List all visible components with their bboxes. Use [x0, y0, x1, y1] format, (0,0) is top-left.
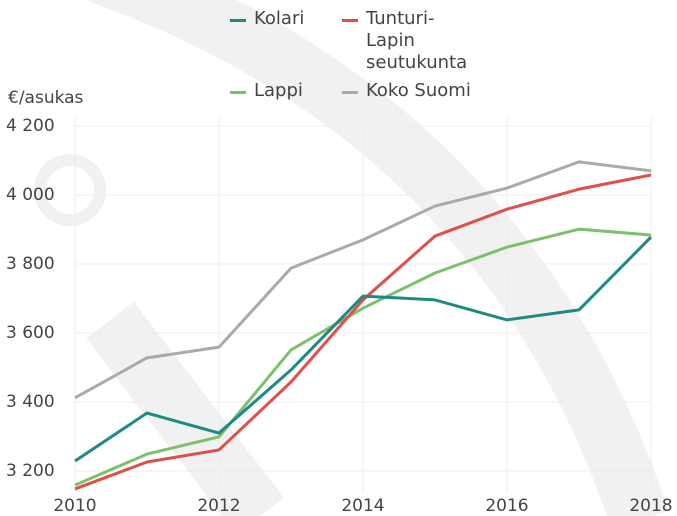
legend: Kolari Tunturi-Lapin seutukunta Lappi Koko …	[230, 8, 492, 102]
y-axis-title: €/asukas	[8, 88, 84, 108]
x-tick-label: 2014	[341, 496, 384, 516]
legend-item: Lappi	[230, 80, 342, 102]
y-tick-label: 4 200	[6, 116, 55, 136]
legend-swatch	[342, 19, 358, 22]
legend-label: Tunturi-Lapin seutukunta	[366, 8, 481, 74]
y-tick-label: 3 400	[6, 392, 55, 412]
decor-dot	[64, 184, 76, 196]
y-tick-label: 3 600	[6, 323, 55, 343]
x-tick-label: 2012	[197, 496, 240, 516]
x-tick-label: 2016	[485, 496, 528, 516]
x-tick-label: 2018	[629, 496, 672, 516]
y-tick-label: 4 000	[6, 185, 55, 205]
legend-label: Kolari	[254, 8, 342, 30]
chart: €/asukas 3 200 3 400 3 600 3 800 4 000 4 200 2…	[0, 0, 677, 516]
legend-item: Tunturi-Lapin seutukunta	[342, 8, 492, 74]
legend-swatch	[342, 91, 358, 94]
y-tick-label: 3 800	[6, 254, 55, 274]
legend-swatch	[230, 91, 246, 94]
legend-item: Koko Suomi	[342, 80, 492, 102]
legend-label: Lappi	[254, 80, 342, 102]
y-tick-label: 3 200	[6, 461, 55, 481]
legend-swatch	[230, 19, 246, 22]
legend-item: Kolari	[230, 8, 342, 74]
legend-label: Koko Suomi	[366, 80, 481, 102]
x-tick-label: 2010	[53, 496, 96, 516]
